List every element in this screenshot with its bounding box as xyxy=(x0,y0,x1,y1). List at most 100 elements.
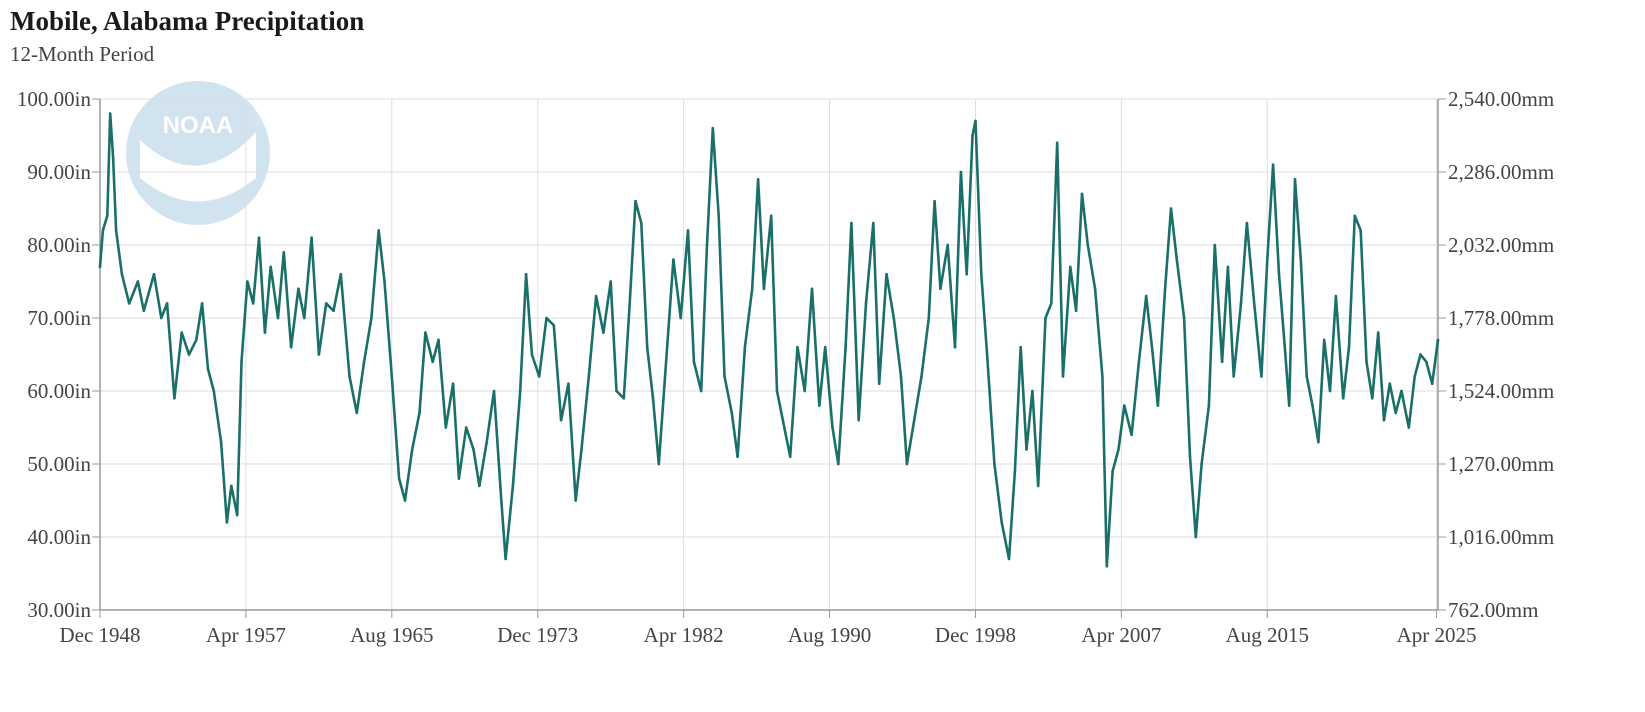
data-point xyxy=(711,126,715,130)
y-right-tick-label: 2,286.00mm xyxy=(1448,160,1554,184)
data-point xyxy=(1163,287,1167,291)
x-tick-label: Apr 2007 xyxy=(1081,623,1161,647)
data-point xyxy=(200,302,204,305)
data-point xyxy=(634,199,637,203)
data-point xyxy=(953,345,957,349)
data-point xyxy=(783,426,786,429)
data-point xyxy=(120,272,124,276)
data-point xyxy=(574,499,577,502)
data-point xyxy=(609,280,612,283)
chart-title: Mobile, Alabama Precipitation xyxy=(10,6,365,36)
data-point xyxy=(1400,389,1403,393)
data-point xyxy=(993,462,996,466)
data-point xyxy=(1260,375,1263,378)
data-point xyxy=(657,462,661,466)
data-point xyxy=(622,397,626,400)
data-point xyxy=(383,280,386,283)
data-point xyxy=(537,375,541,378)
data-point xyxy=(403,499,407,502)
data-point xyxy=(1031,389,1034,393)
data-point xyxy=(310,236,313,239)
data-point xyxy=(912,418,916,422)
axes xyxy=(99,99,1439,611)
data-point xyxy=(939,287,942,291)
data-point xyxy=(106,214,109,218)
data-point xyxy=(1365,360,1368,364)
data-point xyxy=(437,338,440,342)
data-point xyxy=(390,375,394,378)
data-point xyxy=(111,156,115,159)
data-point xyxy=(788,455,792,459)
data-point xyxy=(959,170,963,174)
data-point xyxy=(173,397,176,400)
data-point xyxy=(664,360,668,364)
data-point xyxy=(370,316,373,320)
data-point xyxy=(187,353,191,356)
data-point xyxy=(1311,404,1314,407)
data-point xyxy=(431,360,435,364)
data-point xyxy=(1394,411,1397,415)
data-point xyxy=(965,272,968,276)
x-axis-ticks: Dec 1948 Apr 1957 Aug 1965 Dec 1973 Apr 1982… xyxy=(59,610,1477,647)
data-point xyxy=(235,513,239,517)
data-point xyxy=(1232,375,1235,378)
data-point xyxy=(142,309,146,313)
data-point xyxy=(1430,382,1434,386)
data-point xyxy=(1419,353,1422,356)
data-point xyxy=(552,324,556,327)
data-point xyxy=(567,382,570,386)
data-point xyxy=(1277,272,1281,276)
data-point xyxy=(478,484,481,488)
data-point xyxy=(424,331,427,334)
data-point xyxy=(1317,440,1320,444)
data-point xyxy=(1407,426,1411,429)
x-tick-label: Dec 1948 xyxy=(59,623,140,647)
data-point xyxy=(1000,521,1003,524)
data-point xyxy=(985,353,989,356)
data-point xyxy=(1111,470,1114,473)
data-point xyxy=(1093,287,1097,291)
data-point xyxy=(651,397,655,400)
data-point xyxy=(756,178,760,181)
data-point xyxy=(1044,316,1047,320)
data-point xyxy=(857,418,860,422)
data-point xyxy=(1347,345,1351,349)
data-point xyxy=(504,557,507,561)
gridlines xyxy=(99,98,1438,611)
data-point xyxy=(511,484,515,488)
data-point xyxy=(98,265,102,269)
data-point xyxy=(971,134,974,137)
data-point xyxy=(580,448,583,451)
data-point xyxy=(899,375,903,378)
data-point xyxy=(332,309,335,313)
data-point xyxy=(225,521,229,524)
data-point xyxy=(864,302,868,305)
data-point xyxy=(823,345,827,349)
x-tick-label: Apr 1957 xyxy=(206,623,286,647)
data-point xyxy=(1169,207,1173,210)
data-point xyxy=(1376,331,1380,334)
x-tick-label: Dec 1998 xyxy=(935,623,1016,647)
data-point xyxy=(212,389,216,393)
data-point xyxy=(1188,455,1192,459)
data-point xyxy=(1293,178,1297,181)
y-left-tick-label: 100.00in xyxy=(17,87,92,111)
data-point xyxy=(927,316,931,320)
noaa-logo-text: NOAA xyxy=(163,112,234,139)
data-point xyxy=(545,316,548,320)
data-point xyxy=(1055,141,1059,145)
data-point xyxy=(397,477,401,480)
data-point xyxy=(1137,360,1141,364)
data-point xyxy=(1086,243,1090,247)
data-point xyxy=(195,338,198,342)
data-point xyxy=(1080,192,1084,196)
series-line xyxy=(98,112,1440,568)
data-point xyxy=(980,272,983,276)
data-point xyxy=(297,287,300,291)
data-point xyxy=(1359,229,1362,232)
data-point xyxy=(1019,345,1022,349)
data-point xyxy=(1194,535,1198,539)
data-point xyxy=(796,345,799,349)
data-point xyxy=(1207,404,1211,407)
